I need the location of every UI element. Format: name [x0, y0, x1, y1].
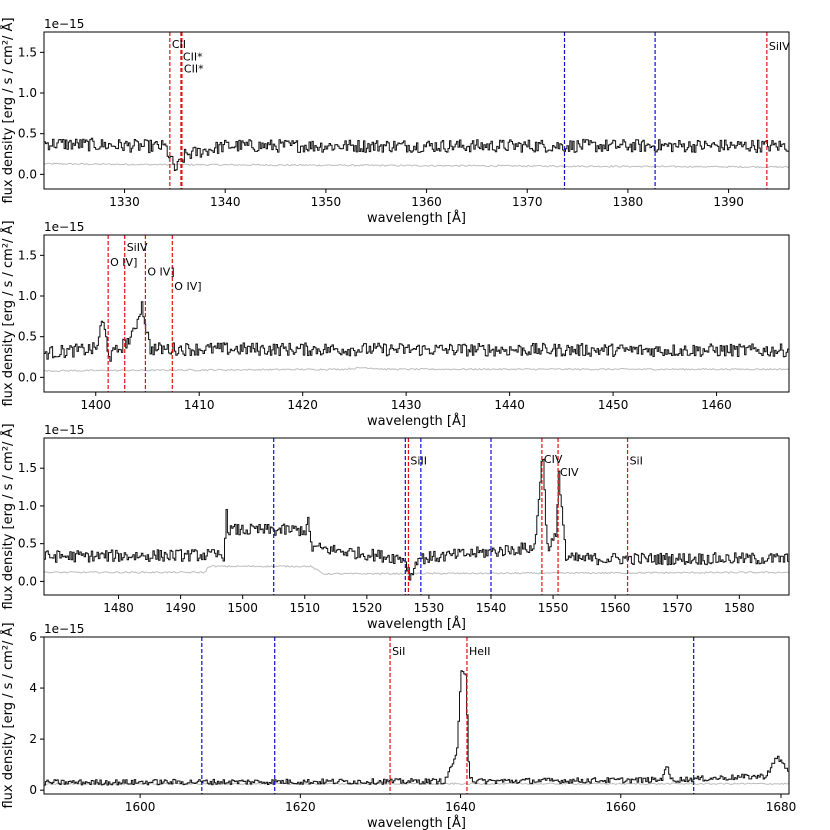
y-offset-label: 1e−15 [44, 622, 84, 636]
error-spectrum [44, 162, 789, 169]
line-label-3: CIV [560, 466, 579, 479]
x-tick-label: 1330 [109, 195, 140, 209]
y-offset-label: 1e−15 [44, 220, 84, 234]
y-tick-label: 0.5 [18, 537, 37, 551]
error-spectrum [44, 782, 789, 786]
x-tick-label: 1360 [411, 195, 442, 209]
y-tick-label: 0.5 [18, 330, 37, 344]
line-label-3: CII* [184, 63, 204, 76]
x-tick-label: 1520 [352, 601, 383, 615]
y-tick-label: 0.0 [18, 574, 37, 588]
y-axis-label: flux density [erg / s / cm²/ Å] [0, 17, 16, 203]
y-tick-label: 1.5 [18, 45, 37, 59]
y-tick-label: 1.0 [18, 499, 37, 513]
x-tick-label: 1660 [606, 800, 637, 814]
x-tick-label: 1390 [713, 195, 744, 209]
plot-area [44, 637, 789, 794]
x-tick-label: 1540 [476, 601, 507, 615]
line-label-2: CIV [544, 453, 563, 466]
line-label-2: SiIV [127, 241, 148, 254]
x-tick-label: 1380 [613, 195, 644, 209]
y-tick-label: 1.0 [18, 289, 37, 303]
y-tick-label: 4 [29, 681, 37, 695]
x-tick-label: 1460 [701, 398, 732, 412]
y-tick-label: 0.0 [18, 370, 37, 384]
line-label-2: HeII [469, 645, 491, 658]
x-tick-label: 1450 [598, 398, 629, 412]
y-tick-label: 6 [29, 630, 37, 644]
line-label-4: O IV] [174, 280, 201, 293]
axes-frame [43, 31, 790, 190]
line-label-3: O IV] [147, 266, 174, 279]
flux-spectrum [44, 458, 789, 581]
x-tick-label: 1430 [391, 398, 422, 412]
line-label-1: O IV] [110, 256, 137, 269]
x-tick-label: 1570 [662, 601, 693, 615]
x-tick-label: 1480 [103, 601, 134, 615]
y-axis-label: flux density [erg / s / cm²/ Å] [0, 423, 16, 609]
y-tick-label: 0 [29, 783, 37, 797]
x-tick-label: 1530 [414, 601, 445, 615]
axes-frame [43, 636, 790, 795]
error-spectrum [44, 564, 789, 576]
x-tick-label: 1620 [285, 800, 316, 814]
line-label-1: CII [172, 38, 186, 51]
error-spectrum [44, 367, 789, 373]
panel-4: SiI HeII 1600 1620 1640 1660 1680 0 2 4 6 wavelengt… [0, 622, 796, 830]
line-label-1: SiI [392, 645, 405, 658]
x-tick-label: 1680 [766, 800, 797, 814]
flux-spectrum [44, 137, 789, 171]
x-tick-label: 1350 [311, 195, 342, 209]
line-label-2: CII* [183, 50, 203, 63]
x-tick-label: 1490 [165, 601, 196, 615]
axes-frame [43, 437, 790, 596]
x-tick-label: 1370 [512, 195, 543, 209]
x-tick-label: 1440 [494, 398, 525, 412]
flux-spectrum [44, 670, 789, 786]
x-axis-label: wavelength [Å] [367, 616, 466, 632]
flux-spectrum [44, 301, 789, 362]
plot-area [44, 438, 789, 595]
line-label-4: SiIV [769, 40, 790, 53]
x-axis-label: wavelength [Å] [367, 815, 466, 830]
x-tick-label: 1560 [600, 601, 631, 615]
axes-frame [43, 234, 790, 393]
y-tick-label: 1.0 [18, 86, 37, 100]
x-tick-label: 1550 [538, 601, 569, 615]
plot-area [44, 235, 789, 392]
y-tick-label: 1.5 [18, 248, 37, 262]
y-offset-label: 1e−15 [44, 17, 84, 31]
x-tick-label: 1580 [724, 601, 755, 615]
y-tick-label: 0.5 [18, 127, 37, 141]
x-tick-label: 1420 [287, 398, 318, 412]
line-label-1: SiII [410, 455, 427, 468]
y-tick-label: 1.5 [18, 461, 37, 475]
line-label-4: SiI [630, 455, 643, 468]
x-tick-label: 1340 [210, 195, 241, 209]
x-tick-label: 1400 [80, 398, 111, 412]
plot-area [44, 32, 789, 189]
x-tick-label: 1410 [184, 398, 215, 412]
y-tick-label: 0.0 [18, 167, 37, 181]
x-tick-label: 1640 [445, 800, 476, 814]
x-tick-label: 1500 [227, 601, 258, 615]
y-offset-label: 1e−15 [44, 423, 84, 437]
y-axis-label: flux density [erg / s / cm²/ Å] [0, 220, 16, 406]
y-tick-label: 2 [29, 732, 37, 746]
x-tick-label: 1510 [289, 601, 320, 615]
x-axis-label: wavelength [Å] [367, 210, 466, 226]
y-axis-label: flux density [erg / s / cm²/ Å] [0, 622, 16, 808]
x-tick-label: 1600 [125, 800, 156, 814]
x-axis-label: wavelength [Å] [367, 413, 466, 429]
